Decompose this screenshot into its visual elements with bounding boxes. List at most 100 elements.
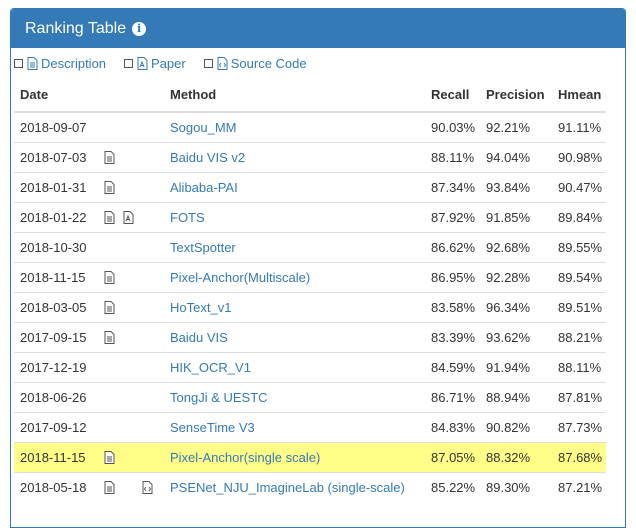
cell-recall: 87.92% xyxy=(431,202,486,233)
legend-source-code-label[interactable]: Source Code xyxy=(230,56,307,71)
cell-precision: 96.34% xyxy=(486,292,556,323)
cell-icons xyxy=(104,472,170,502)
cell-recall: 88.11% xyxy=(431,142,486,173)
method-link[interactable]: HIK_OCR_V1 xyxy=(170,360,251,375)
cell-hmean: 88.21% xyxy=(556,322,606,353)
code-file-icon xyxy=(217,57,228,70)
cell-hmean: 87.73% xyxy=(556,412,606,443)
table-row: 2018-03-05 HoText_v1 83.58% 96.34% 89.51% xyxy=(14,292,606,323)
cell-recall: 84.59% xyxy=(431,352,486,383)
table-row: 2018-01-31 Alibaba-PAI 87.34% 93.84% 90.47% xyxy=(14,172,606,203)
cell-date: 2018-09-07 xyxy=(14,111,104,143)
legend-paper-label[interactable]: Paper xyxy=(151,56,186,71)
cell-icons xyxy=(104,262,170,293)
legend-description[interactable]: Description xyxy=(14,56,106,71)
description-icon[interactable] xyxy=(104,271,115,284)
cell-method: FOTS xyxy=(170,202,431,233)
table-row: 2017-12-19 HIK_OCR_V1 84.59% 91.94% 88.11% xyxy=(14,352,606,383)
cell-precision: 89.30% xyxy=(486,472,556,502)
cell-icons xyxy=(104,442,170,473)
cell-recall: 86.71% xyxy=(431,382,486,413)
method-link[interactable]: TongJi & UESTC xyxy=(170,390,268,405)
description-icon[interactable] xyxy=(104,331,115,344)
table-row: 2018-06-26 TongJi & UESTC 86.71% 88.94% 87.8… xyxy=(14,382,606,413)
cell-recall: 86.95% xyxy=(431,262,486,293)
description-icon[interactable] xyxy=(104,151,115,164)
cell-date: 2018-03-05 xyxy=(14,292,104,323)
cell-hmean: 89.84% xyxy=(556,202,606,233)
table-row: 2018-09-07 Sogou_MM 90.03% 92.21% 91.11% xyxy=(14,111,606,143)
legend-paper[interactable]: Paper xyxy=(124,56,186,71)
cell-method: Baidu VIS xyxy=(170,322,431,353)
cell-date: 2018-01-31 xyxy=(14,172,104,203)
cell-recall: 87.05% xyxy=(431,442,486,473)
method-link[interactable]: HoText_v1 xyxy=(170,300,232,315)
table-header-row: Date Method Recall Precision Hmean xyxy=(14,78,606,113)
col-recall[interactable]: Recall xyxy=(431,78,486,113)
cell-hmean: 90.98% xyxy=(556,142,606,173)
method-link[interactable]: Baidu VIS v2 xyxy=(170,150,246,165)
cell-precision: 90.82% xyxy=(486,412,556,443)
col-icons xyxy=(104,78,170,113)
cell-date: 2018-11-15 xyxy=(14,262,104,293)
cell-hmean: 87.68% xyxy=(556,442,606,473)
description-icon[interactable] xyxy=(104,481,115,494)
table-row: 2017-09-12 SenseTime V3 84.83% 90.82% 87.73% xyxy=(14,412,606,443)
table-row: 2018-07-03 Baidu VIS v2 88.11% 94.04% 90.98% xyxy=(14,142,606,173)
cell-hmean: 89.51% xyxy=(556,292,606,323)
cell-recall: 83.39% xyxy=(431,322,486,353)
method-link[interactable]: Baidu VIS xyxy=(170,330,228,345)
table-row: 2018-11-15 Pixel-Anchor(single scale) 87.0… xyxy=(14,442,606,473)
cell-precision: 92.68% xyxy=(486,232,556,263)
cell-precision: 93.62% xyxy=(486,322,556,353)
table-row: 2018-05-18 PSENet_NJU_ImagineLab (single-… xyxy=(14,472,606,502)
cell-hmean: 90.47% xyxy=(556,172,606,203)
pdf-icon xyxy=(137,57,148,70)
checkbox-description[interactable] xyxy=(14,59,23,68)
cell-icons xyxy=(104,172,170,203)
ranking-table: Date Method Recall Precision Hmean 2018-… xyxy=(14,78,606,502)
description-icon[interactable] xyxy=(104,451,115,464)
cell-recall: 85.22% xyxy=(431,472,486,502)
cell-icons xyxy=(104,322,170,353)
cell-method: PSENet_NJU_ImagineLab (single-scale) xyxy=(170,472,431,502)
cell-icons xyxy=(104,111,170,143)
method-link[interactable]: Sogou_MM xyxy=(170,120,237,135)
description-icon[interactable] xyxy=(104,181,115,194)
cell-method: Pixel-Anchor(single scale) xyxy=(170,442,431,473)
cell-hmean: 87.81% xyxy=(556,382,606,413)
panel-heading: Ranking Table i xyxy=(11,9,625,48)
checkbox-source-code[interactable] xyxy=(203,59,213,68)
code-file-icon[interactable] xyxy=(142,481,153,494)
pdf-icon[interactable] xyxy=(123,211,134,224)
cell-method: Alibaba-PAI xyxy=(170,172,431,203)
cell-date: 2018-11-15 xyxy=(14,442,104,473)
cell-hmean: 91.11% xyxy=(556,111,606,143)
cell-recall: 90.03% xyxy=(431,111,486,143)
method-link[interactable]: TextSpotter xyxy=(170,240,236,255)
cell-icons xyxy=(104,232,170,263)
checkbox-paper[interactable] xyxy=(124,59,134,68)
legend-source-code[interactable]: Source Code xyxy=(203,56,307,71)
method-link[interactable]: Pixel-Anchor(single scale) xyxy=(170,450,321,465)
method-link[interactable]: PSENet_NJU_ImagineLab (single-scale) xyxy=(170,480,405,495)
cell-hmean: 89.55% xyxy=(556,232,606,263)
cell-method: Sogou_MM xyxy=(170,111,431,143)
col-method[interactable]: Method xyxy=(170,78,431,113)
table-row: 2018-01-22 FOTS 87.92% 91.85% 89.84% xyxy=(14,202,606,233)
cell-precision: 94.04% xyxy=(486,142,556,173)
table-row: 2017-09-15 Baidu VIS 83.39% 93.62% 88.21% xyxy=(14,322,606,353)
legend-description-label[interactable]: Description xyxy=(41,56,107,71)
method-link[interactable]: FOTS xyxy=(170,210,205,225)
method-link[interactable]: Alibaba-PAI xyxy=(170,180,238,195)
method-link[interactable]: SenseTime V3 xyxy=(170,420,255,435)
description-icon[interactable] xyxy=(104,211,115,224)
description-icon[interactable] xyxy=(104,301,115,314)
cell-method: Pixel-Anchor(Multiscale) xyxy=(170,262,431,293)
col-date[interactable]: Date xyxy=(14,78,104,113)
method-link[interactable]: Pixel-Anchor(Multiscale) xyxy=(170,270,311,285)
info-circle-icon[interactable]: i xyxy=(132,21,147,36)
col-hmean[interactable]: Hmean xyxy=(556,78,606,113)
col-precision[interactable]: Precision xyxy=(486,78,556,113)
cell-hmean: 88.11% xyxy=(556,352,606,383)
